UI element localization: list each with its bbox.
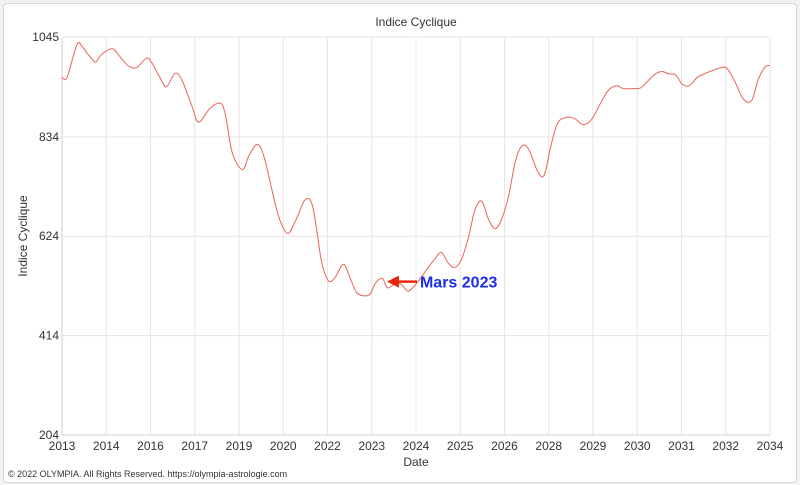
x-tick-label: 2023 xyxy=(358,439,385,453)
y-tick-label: 204 xyxy=(39,428,59,442)
y-axis-label: Indice Cyclique xyxy=(16,195,30,277)
annotation-arrow-head xyxy=(386,275,399,288)
x-tick-labels: 2013 2014 2016 2017 2019 2020 2022 2023 2024 2025… xyxy=(49,439,784,453)
axes xyxy=(61,37,770,436)
grid xyxy=(61,36,771,436)
x-tick-label: 2017 xyxy=(181,439,208,453)
x-tick-label: 2020 xyxy=(270,439,297,453)
y-tick-label: 834 xyxy=(39,130,59,144)
x-tick-label: 2029 xyxy=(580,439,607,453)
x-tick-label: 2026 xyxy=(491,439,518,453)
x-tick-label: 2019 xyxy=(226,439,253,453)
x-tick-label: 2024 xyxy=(403,439,430,453)
chart-card xyxy=(3,3,797,483)
x-tick-label: 2013 xyxy=(49,439,76,453)
x-tick-label: 2032 xyxy=(712,439,739,453)
x-tick-label: 2031 xyxy=(668,439,695,453)
copyright-footer: © 2022 OLYMPIA. All Rights Reserved. htt… xyxy=(8,469,288,479)
x-tick-label: 2014 xyxy=(93,439,120,453)
x-axis-label: Date xyxy=(403,455,429,469)
chart-title: Indice Cyclique xyxy=(375,15,457,29)
x-tick-label: 2022 xyxy=(314,439,341,453)
y-tick-label: 414 xyxy=(39,329,59,343)
x-tick-label: 2016 xyxy=(137,439,164,453)
annotation: Mars 2023 xyxy=(386,275,497,292)
x-tick-label: 2028 xyxy=(535,439,562,453)
x-tick-label: 2025 xyxy=(447,439,474,453)
x-tick-label: 2034 xyxy=(757,439,784,453)
y-tick-labels: 204 414 624 834 1045 xyxy=(32,30,59,442)
annotation-label: Mars 2023 xyxy=(420,275,497,292)
y-tick-label: 624 xyxy=(39,229,59,243)
x-tick-label: 2030 xyxy=(624,439,651,453)
series-line xyxy=(61,41,771,297)
y-tick-label: 1045 xyxy=(32,30,59,44)
